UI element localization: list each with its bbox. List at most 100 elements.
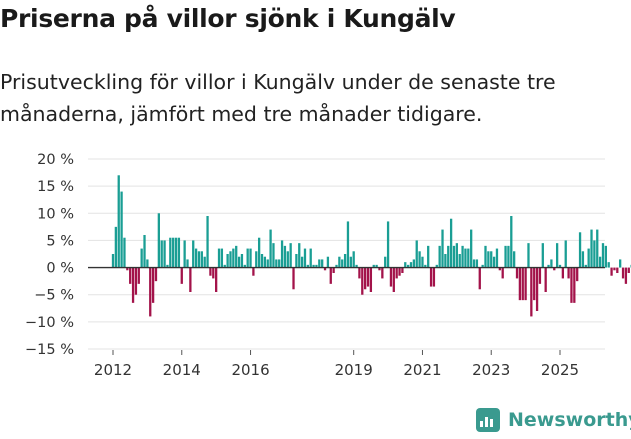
bar [484,245,487,268]
bar [229,251,232,268]
bar [298,243,301,268]
bar [378,267,381,271]
bar [613,267,616,271]
bar [275,259,278,268]
bar [203,256,206,268]
bar [312,264,315,268]
bar [249,248,252,268]
bar [510,216,513,268]
bar [409,262,413,268]
bar [364,267,367,290]
bar [194,248,198,268]
bar [235,245,238,268]
bar [232,248,235,268]
bar [341,259,344,268]
bar [424,264,427,268]
bar [332,267,335,273]
bar [117,175,120,268]
x-tick-label: 2021 [403,361,441,379]
bar [180,267,183,284]
brand-name: Newsworthy [508,409,631,431]
bar [257,237,261,268]
bar [444,254,447,268]
bar [435,264,438,268]
bar [206,216,209,268]
bar [272,243,275,268]
bar [624,267,628,284]
bar [553,267,556,271]
bar [197,251,201,268]
bar [212,267,215,279]
bar [217,248,221,268]
bar [458,254,461,268]
y-tick-label: 0 % [46,261,74,277]
bar [384,256,387,268]
bar [315,264,318,268]
bar [421,256,424,268]
bar [412,259,416,268]
bar [584,264,587,268]
bar [381,267,384,279]
bar [541,243,544,268]
bar [215,267,218,292]
bar [174,237,178,268]
bar [358,267,361,279]
bar [140,248,143,268]
bar [593,240,596,268]
bar [386,221,390,268]
bar [243,264,246,268]
bar [418,251,421,268]
bar [555,243,559,268]
bar [149,267,152,317]
bar [518,267,522,301]
bar [252,267,255,276]
bar [607,262,610,268]
x-tick-label: 2016 [231,361,269,379]
bar [561,267,565,279]
bar [177,237,181,268]
x-tick-label: 2012 [94,361,132,379]
bar [126,267,129,271]
bar [163,240,166,268]
bar [246,248,249,268]
bar [289,243,292,268]
bar [498,267,501,271]
bar [576,267,579,282]
bar [427,245,430,268]
bar [160,240,163,268]
bar [461,245,464,268]
bar [452,245,456,268]
bar [169,237,172,268]
bar [183,240,186,268]
bar [533,267,536,301]
bar [392,267,395,292]
bar [200,251,203,268]
bar [326,256,330,268]
bar [240,254,244,268]
bar [550,259,553,268]
bar [567,267,570,279]
bar [598,256,602,268]
y-tick-label: 10 % [37,206,74,222]
bar [401,267,404,273]
bar [306,264,309,268]
bar [346,221,350,268]
bar [404,262,407,268]
x-tick-label: 2014 [163,361,201,379]
bar [604,245,607,268]
bar [610,267,613,276]
bar [192,240,195,268]
bar [255,251,258,268]
bar [366,267,370,287]
bar [329,267,332,284]
bar [619,259,622,268]
bar [395,267,398,279]
bar [544,267,547,292]
y-tick-label: 20 % [37,152,74,168]
x-tick-label: 2025 [541,361,579,379]
bar [283,245,287,268]
bar [527,243,530,268]
bar [343,254,347,268]
bar [535,267,539,311]
bar [352,251,355,268]
